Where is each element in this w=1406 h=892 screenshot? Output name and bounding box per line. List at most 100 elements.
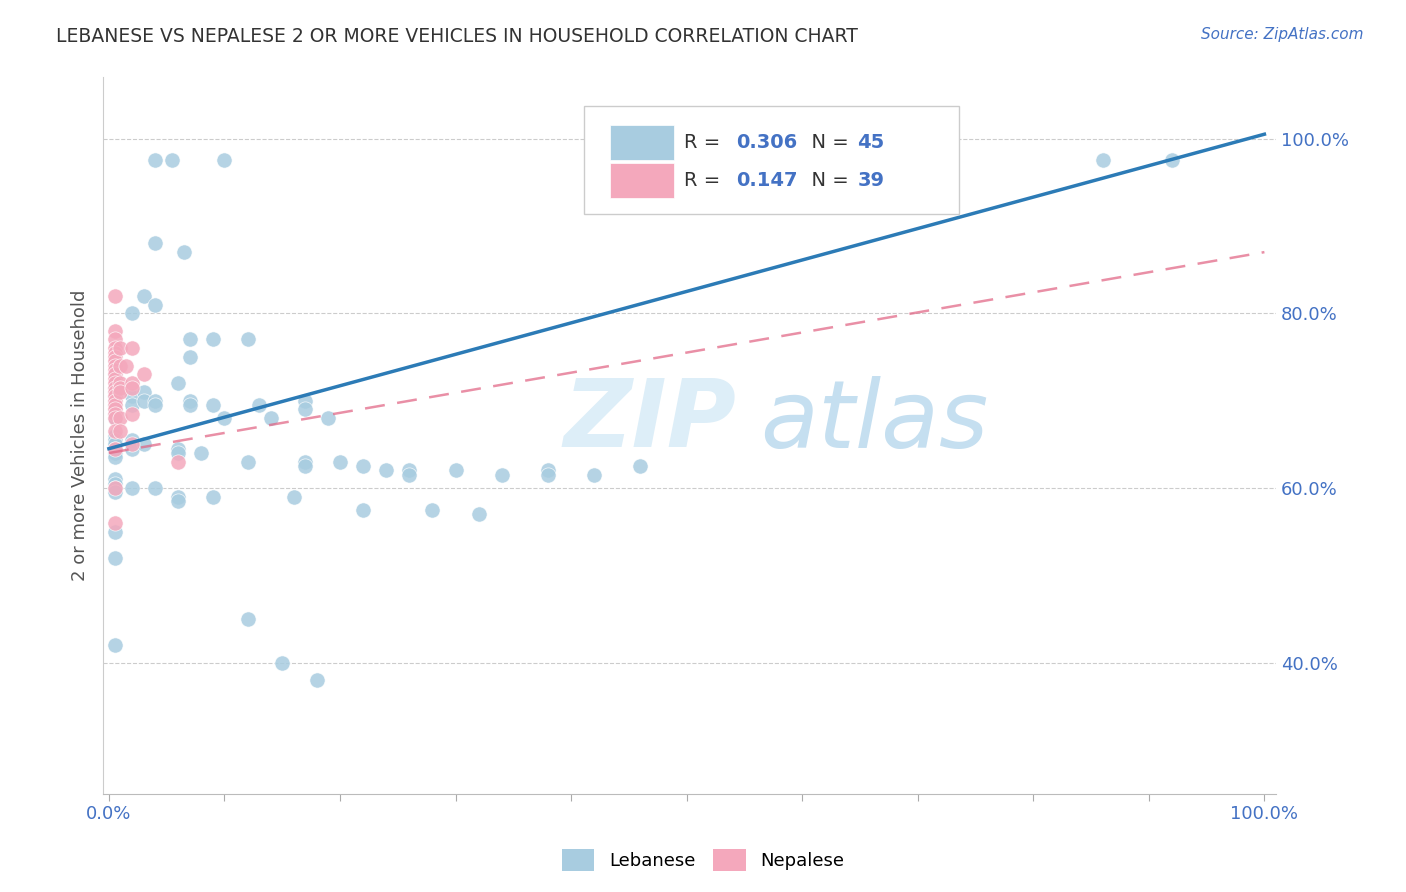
Point bbox=[121, 341, 143, 355]
Point bbox=[247, 398, 270, 412]
Point bbox=[104, 359, 127, 373]
Point bbox=[104, 411, 127, 425]
Point bbox=[104, 411, 127, 425]
Point bbox=[110, 376, 132, 391]
Point bbox=[190, 446, 212, 460]
Point bbox=[104, 384, 127, 399]
Point bbox=[104, 481, 127, 495]
Point bbox=[104, 393, 127, 408]
Point bbox=[115, 359, 138, 373]
Point bbox=[329, 455, 352, 469]
Point bbox=[352, 503, 374, 517]
Point bbox=[179, 398, 201, 412]
Point bbox=[104, 550, 127, 565]
Point bbox=[179, 333, 201, 347]
Point bbox=[318, 411, 340, 425]
Point bbox=[104, 289, 127, 303]
FancyBboxPatch shape bbox=[610, 163, 675, 198]
Point bbox=[491, 467, 513, 482]
Point bbox=[294, 459, 316, 474]
Point bbox=[167, 376, 190, 391]
Point bbox=[167, 446, 190, 460]
Point bbox=[271, 656, 294, 670]
Point bbox=[173, 245, 195, 260]
Point bbox=[167, 490, 190, 504]
Point bbox=[201, 490, 224, 504]
Point bbox=[121, 442, 143, 456]
Point bbox=[104, 341, 127, 355]
Point bbox=[104, 476, 127, 491]
Text: 0.306: 0.306 bbox=[737, 133, 797, 153]
Point bbox=[132, 289, 155, 303]
Point bbox=[294, 393, 316, 408]
Point bbox=[143, 481, 166, 495]
Legend: Lebanese, Nepalese: Lebanese, Nepalese bbox=[554, 842, 852, 879]
Point bbox=[104, 428, 127, 442]
Point bbox=[121, 437, 143, 451]
Point bbox=[104, 446, 127, 460]
Y-axis label: 2 or more Vehicles in Household: 2 or more Vehicles in Household bbox=[72, 290, 89, 582]
Text: ZIP: ZIP bbox=[564, 376, 737, 467]
Point bbox=[110, 411, 132, 425]
Text: N =: N = bbox=[799, 171, 855, 190]
Point bbox=[104, 450, 127, 465]
Point bbox=[104, 350, 127, 364]
Point bbox=[104, 345, 127, 359]
Point bbox=[422, 503, 444, 517]
Point bbox=[121, 389, 143, 403]
Point bbox=[132, 384, 155, 399]
Point bbox=[104, 384, 127, 399]
Point bbox=[104, 481, 127, 495]
Text: 0.147: 0.147 bbox=[737, 171, 799, 190]
Point bbox=[104, 333, 127, 347]
Point bbox=[179, 393, 201, 408]
Point bbox=[121, 376, 143, 391]
Point bbox=[104, 407, 127, 421]
Point bbox=[467, 507, 489, 521]
Point bbox=[1091, 153, 1114, 168]
Point bbox=[104, 393, 127, 408]
Point bbox=[214, 411, 236, 425]
Point bbox=[143, 398, 166, 412]
Point bbox=[104, 368, 127, 382]
Point bbox=[162, 153, 184, 168]
Point bbox=[104, 389, 127, 403]
Text: atlas: atlas bbox=[759, 376, 988, 467]
Point bbox=[104, 516, 127, 530]
Point bbox=[104, 368, 127, 382]
Point bbox=[121, 380, 143, 394]
Point bbox=[375, 463, 398, 477]
Point bbox=[104, 398, 127, 412]
Point bbox=[143, 153, 166, 168]
Point bbox=[201, 333, 224, 347]
Point bbox=[132, 437, 155, 451]
Point bbox=[352, 459, 374, 474]
Point bbox=[121, 481, 143, 495]
Point bbox=[104, 424, 127, 438]
Text: 39: 39 bbox=[858, 171, 884, 190]
Point bbox=[132, 393, 155, 408]
Point bbox=[104, 380, 127, 394]
Point bbox=[104, 376, 127, 391]
Point bbox=[236, 333, 259, 347]
Text: Source: ZipAtlas.com: Source: ZipAtlas.com bbox=[1201, 27, 1364, 42]
Point bbox=[305, 673, 328, 687]
Point bbox=[110, 341, 132, 355]
Point bbox=[104, 638, 127, 652]
Text: LEBANESE VS NEPALESE 2 OR MORE VEHICLES IN HOUSEHOLD CORRELATION CHART: LEBANESE VS NEPALESE 2 OR MORE VEHICLES … bbox=[56, 27, 858, 45]
Point bbox=[104, 398, 127, 412]
Point bbox=[110, 424, 132, 438]
Point bbox=[104, 433, 127, 447]
Point bbox=[537, 463, 560, 477]
Point bbox=[398, 463, 420, 477]
Point bbox=[121, 433, 143, 447]
Text: N =: N = bbox=[799, 133, 855, 153]
Point bbox=[294, 402, 316, 417]
Point bbox=[104, 472, 127, 486]
Point bbox=[630, 459, 652, 474]
Point bbox=[236, 612, 259, 626]
Text: R =: R = bbox=[683, 133, 725, 153]
Point bbox=[167, 455, 190, 469]
Point bbox=[104, 407, 127, 421]
Point bbox=[201, 398, 224, 412]
